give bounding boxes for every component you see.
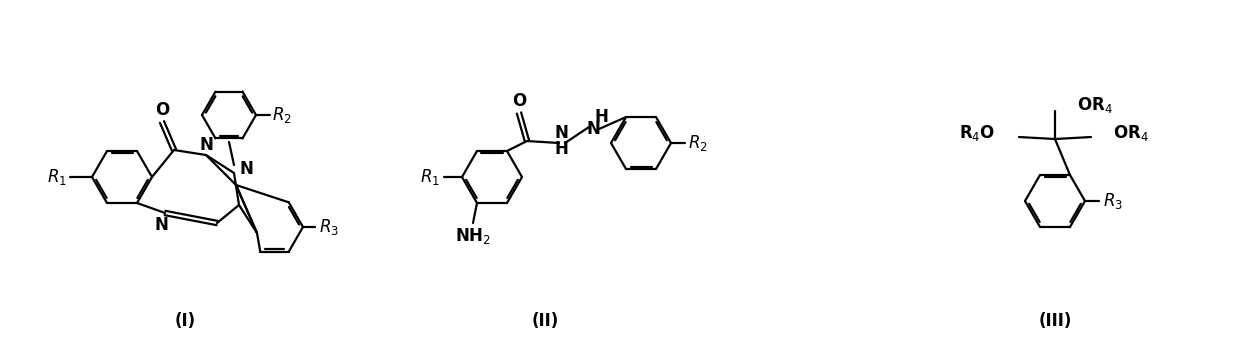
Text: H: H <box>594 108 608 126</box>
Text: H: H <box>554 140 568 158</box>
Text: $R_1$: $R_1$ <box>420 167 440 187</box>
Text: NH$_2$: NH$_2$ <box>455 226 491 246</box>
Text: (II): (II) <box>532 312 559 330</box>
Text: R$_4$O: R$_4$O <box>959 123 994 143</box>
Text: (III): (III) <box>1038 312 1071 330</box>
Text: $R_2$: $R_2$ <box>272 105 291 125</box>
Text: O: O <box>512 92 526 110</box>
Text: OR$_4$: OR$_4$ <box>1078 95 1112 115</box>
Text: (I): (I) <box>175 312 196 330</box>
Text: N: N <box>239 160 253 178</box>
Text: $R_3$: $R_3$ <box>319 217 339 237</box>
Text: $R_2$: $R_2$ <box>688 133 708 153</box>
Text: O: O <box>155 101 169 119</box>
Text: $R_1$: $R_1$ <box>47 167 67 187</box>
Text: N: N <box>154 216 167 234</box>
Text: N: N <box>587 120 600 138</box>
Text: N: N <box>554 124 568 142</box>
Text: $R_3$: $R_3$ <box>1104 191 1123 211</box>
Text: N: N <box>200 136 213 154</box>
Text: OR$_4$: OR$_4$ <box>1114 123 1148 143</box>
